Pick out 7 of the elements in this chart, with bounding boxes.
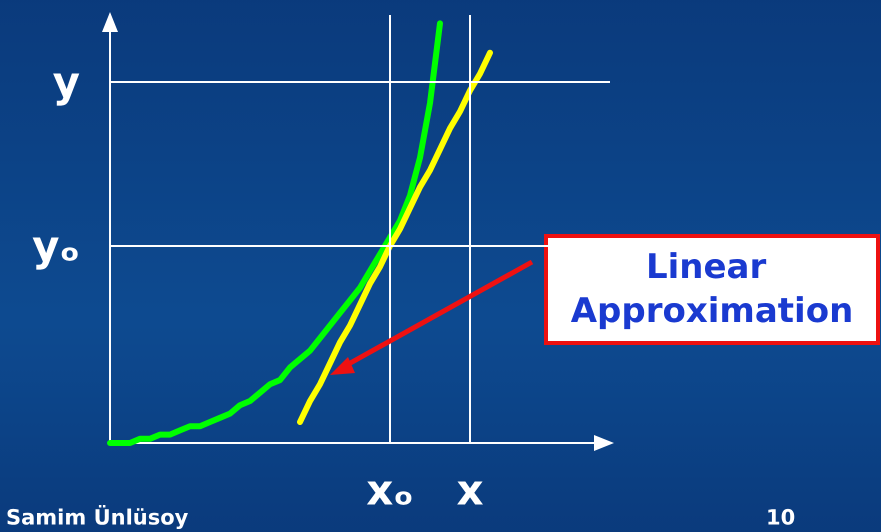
text: Samim Ünlüsoy [6, 504, 189, 530]
text: 10 [766, 506, 796, 530]
annotation: Linear Approximation [570, 247, 854, 331]
ref-line-label: y [52, 58, 80, 107]
x-tick-label: x [456, 466, 484, 514]
x-tick-label: xₒ [366, 466, 414, 514]
ref-line-label: yₒ [32, 221, 80, 270]
